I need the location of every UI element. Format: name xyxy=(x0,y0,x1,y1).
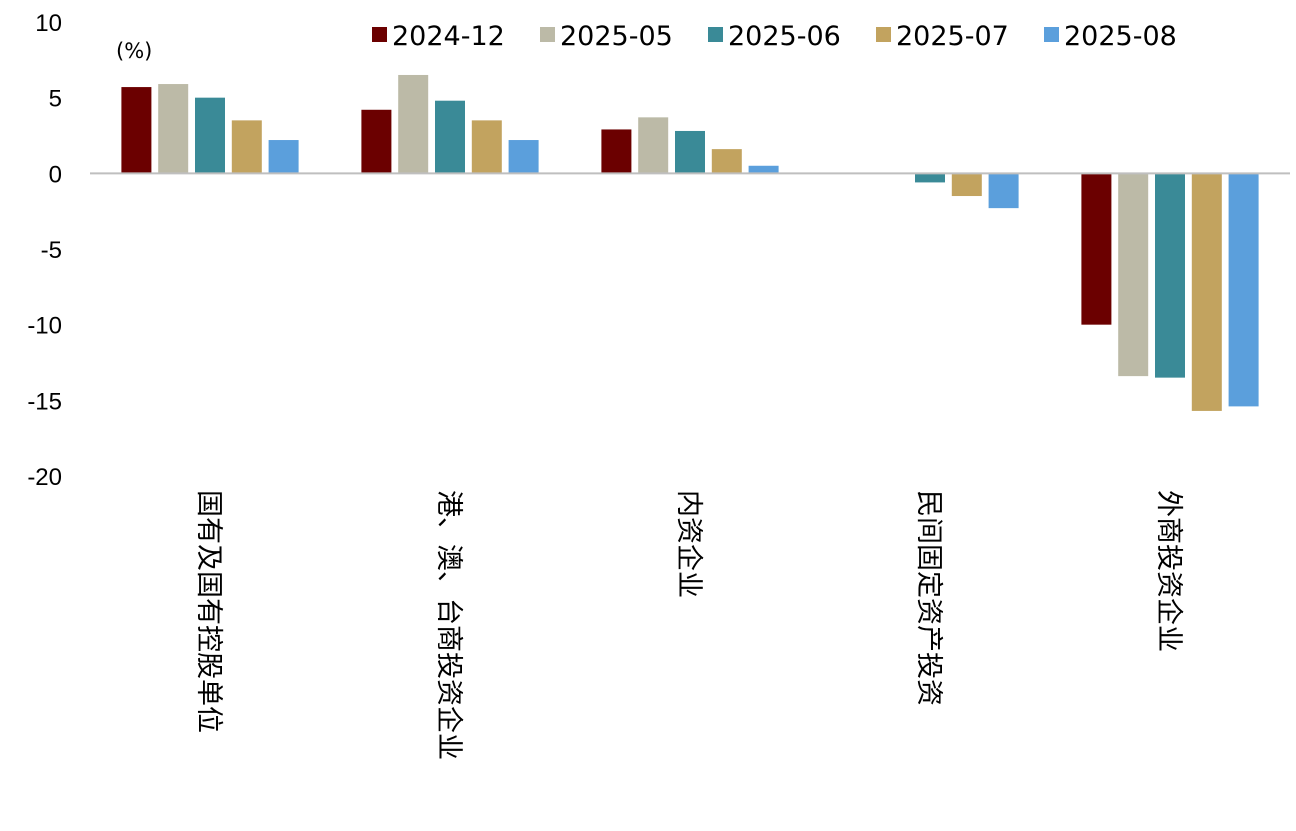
bar-2025-05 xyxy=(1118,173,1149,377)
category-label: 外商投资企业 xyxy=(1153,490,1184,652)
y-tick-label: -15 xyxy=(27,388,62,415)
legend-label: 2024-12 xyxy=(392,21,505,52)
bar-2025-08 xyxy=(988,173,1019,209)
y-axis: 10 5 0 -5 -10 -15 -20 xyxy=(27,10,62,491)
y-tick-label: -5 xyxy=(41,237,62,264)
category-labels: 国有及国有控股单位 港、澳、台商投资企业 内资企业 民间固定资产投资 外商投资企业 xyxy=(193,490,1184,760)
bar-2025-08 xyxy=(748,165,779,174)
category-label: 内资企业 xyxy=(673,490,704,598)
category-label: 国有及国有控股单位 xyxy=(193,490,224,733)
legend-swatch xyxy=(1044,27,1059,42)
legend-label: 2025-07 xyxy=(896,21,1009,52)
unit-label: (%) xyxy=(116,39,152,63)
legend-swatch xyxy=(876,27,891,42)
bar-2025-06 xyxy=(195,97,225,174)
bar-2025-06 xyxy=(435,100,465,174)
y-tick-label: -20 xyxy=(27,464,62,491)
y-tick-label: 10 xyxy=(35,10,62,37)
bars xyxy=(121,74,1259,411)
y-tick-label: -10 xyxy=(27,313,62,340)
bar-2025-06 xyxy=(1155,173,1185,378)
bar-2025-06 xyxy=(675,130,705,174)
bar-2025-06 xyxy=(915,173,945,183)
bar-2024-12 xyxy=(121,87,152,174)
bar-2025-07 xyxy=(711,149,742,174)
bar-2025-08 xyxy=(1228,173,1259,407)
bar-2025-07 xyxy=(1191,173,1222,411)
legend-label: 2025-08 xyxy=(1064,21,1177,52)
bar-2025-07 xyxy=(231,120,262,174)
bar-2025-05 xyxy=(158,84,189,174)
bar-2025-08 xyxy=(268,140,299,174)
bar-2024-12 xyxy=(1081,173,1112,325)
category-label: 民间固定资产投资 xyxy=(913,490,944,706)
legend-label: 2025-05 xyxy=(560,21,673,52)
bar-2024-12 xyxy=(361,109,392,174)
legend: 2024-12 2025-05 2025-06 2025-07 2025-08 xyxy=(372,21,1177,52)
y-tick-label: 5 xyxy=(49,86,62,113)
legend-swatch xyxy=(708,27,723,42)
bar-2025-07 xyxy=(951,173,982,197)
legend-swatch xyxy=(372,27,387,42)
bar-2024-12 xyxy=(601,129,632,174)
bar-2025-07 xyxy=(471,120,502,174)
legend-swatch xyxy=(540,27,555,42)
bar-2025-05 xyxy=(638,117,669,174)
bar-2025-08 xyxy=(508,140,539,174)
legend-label: 2025-06 xyxy=(728,21,841,52)
category-label: 港、澳、台商投资企业 xyxy=(433,490,464,760)
y-tick-label: 0 xyxy=(49,161,62,188)
bar-2025-05 xyxy=(398,74,429,174)
